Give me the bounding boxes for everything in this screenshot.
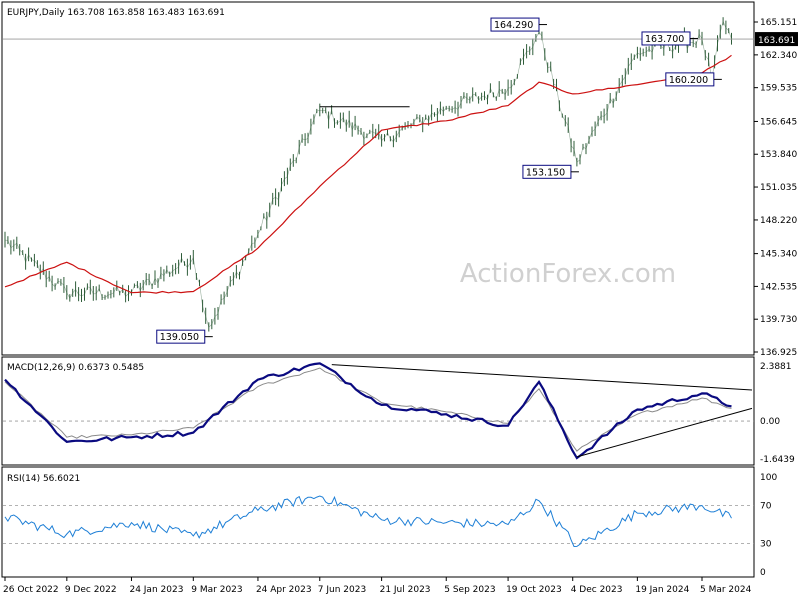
price-annotation-label: 163.700 (645, 34, 684, 45)
macd-line (4, 362, 732, 460)
last-price-label: 163.691 (758, 36, 795, 46)
x-tick-label: 9 Mar 2023 (191, 585, 242, 595)
macd-tick-label: -1.6439 (760, 455, 795, 465)
price-tick-label: 142.535 (760, 282, 797, 292)
last-price-tag (755, 32, 798, 47)
price-tick-label: 148.220 (760, 216, 797, 226)
macd-pane-frame (1, 356, 755, 466)
macd-trendline-upper (331, 364, 753, 391)
macd-title: MACD(12,26,9) 0.6373 0.5485 (7, 363, 144, 373)
rsi-tick-label: 0 (760, 568, 766, 578)
macd-tick-label: 2.3881 (760, 362, 792, 372)
macd-trendline-lower (576, 407, 753, 458)
rsi-tick-label: 70 (760, 502, 772, 512)
moving-average-line (4, 54, 732, 294)
x-tick-label: 7 Jun 2023 (318, 585, 366, 595)
price-annotation-label: 153.150 (526, 167, 565, 178)
price-annotation-label: 164.290 (494, 20, 533, 31)
price-annotation-label: 139.050 (160, 332, 199, 343)
rsi-line (4, 495, 732, 548)
price-tick-label: 145.340 (760, 250, 797, 260)
x-tick-label: 24 Jan 2023 (129, 585, 183, 595)
x-tick-label: 21 Jul 2023 (380, 585, 431, 595)
rsi-tick-label: 100 (760, 473, 777, 483)
x-tick-label: 19 Oct 2023 (506, 585, 562, 595)
x-tick-label: 5 Mar 2024 (700, 585, 752, 595)
rsi-pane: 100 70 30 0 (3, 473, 777, 578)
price-series-line (4, 20, 732, 328)
macd-pane: 2.3881 0.00 -1.6439 (3, 362, 795, 465)
price-tick-label: 162.340 (760, 51, 797, 61)
x-tick-label: 9 Dec 2022 (65, 585, 117, 595)
x-tick-label: 4 Dec 2023 (571, 585, 623, 595)
x-tick-label: 26 Oct 2022 (3, 585, 59, 595)
price-pane-frame (1, 1, 755, 356)
x-axis: 26 Oct 2022 9 Dec 2022 24 Jan 2023 9 Mar 20… (3, 577, 752, 595)
price-tick-label: 153.840 (760, 150, 797, 160)
macd-tick-label: 0.00 (760, 417, 780, 427)
rsi-tick-label: 30 (760, 540, 772, 550)
x-tick-label: 24 Apr 2023 (256, 585, 312, 595)
rsi-title: RSI(14) 56.6021 (7, 474, 80, 484)
price-pane: 163.691 165.151 162.340 159.535 156.645 153.8… (3, 17, 798, 358)
price-tick-label: 139.730 (760, 315, 797, 325)
price-chart-title: EURJPY,Daily 163.708 163.858 163.483 163… (7, 8, 225, 18)
price-tick-label: 151.035 (760, 183, 797, 193)
price-annotation-label: 160.200 (669, 75, 708, 86)
price-tick-label: 136.925 (760, 348, 797, 358)
watermark: ActionForex.com (460, 259, 676, 289)
rsi-pane-frame (1, 466, 755, 578)
x-tick-label: 19 Jan 2024 (635, 585, 689, 595)
price-tick-label: 165.151 (760, 18, 797, 28)
x-tick-label: 5 Sep 2023 (444, 585, 495, 595)
price-tick-label: 159.535 (760, 84, 797, 94)
price-tick-label: 156.645 (760, 117, 797, 127)
